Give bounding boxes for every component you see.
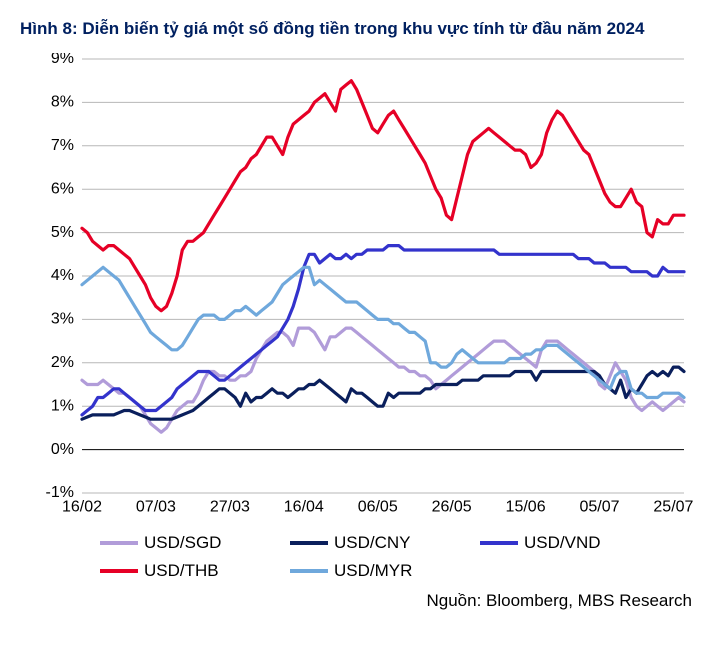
xtick-label: 27/03 [210,498,250,515]
legend-label: USD/THB [144,561,219,581]
xtick-label: 15/06 [506,498,546,515]
chart-title: Hình 8: Diễn biến tỷ giá một số đồng tiề… [20,18,698,41]
ytick-label: 1% [51,397,74,414]
xtick-label: 07/03 [136,498,176,515]
ytick-label: 4% [51,267,74,284]
figure-container: Hình 8: Diễn biến tỷ giá một số đồng tiề… [0,0,718,657]
xtick-label: 06/05 [358,498,398,515]
legend-swatch [100,569,138,573]
legend-swatch [480,541,518,545]
xtick-label: 05/07 [579,498,619,515]
legend-label: USD/MYR [334,561,412,581]
legend-item: USD/CNY [290,533,440,553]
legend-label: USD/VND [524,533,601,553]
xtick-label: 16/04 [284,498,324,515]
source-text: Nguồn: Bloomberg, MBS Research [20,591,698,611]
legend-item: USD/VND [480,533,630,553]
legend-label: USD/SGD [144,533,221,553]
xtick-label: 25/07 [653,498,693,515]
legend-item: USD/MYR [290,561,440,581]
ytick-label: 8% [51,94,74,111]
ytick-label: 9% [51,53,74,67]
line-chart-svg: -1%0%1%2%3%4%5%6%7%8%9%16/0207/0327/0316… [20,53,698,523]
series-usd-sgd [82,328,684,432]
ytick-label: 7% [51,137,74,154]
legend: USD/SGD USD/CNY USD/VND USD/THB USD/MYR [20,523,698,581]
series-usd-vnd [82,246,684,415]
chart-area: -1%0%1%2%3%4%5%6%7%8%9%16/0207/0327/0316… [20,53,698,523]
legend-swatch [100,541,138,545]
legend-swatch [290,569,328,573]
ytick-label: 5% [51,224,74,241]
legend-item: USD/THB [100,561,250,581]
ytick-label: 0% [51,441,74,458]
ytick-label: 6% [51,180,74,197]
legend-item: USD/SGD [100,533,250,553]
xtick-label: 16/02 [62,498,102,515]
ytick-label: 2% [51,354,74,371]
legend-swatch [290,541,328,545]
legend-label: USD/CNY [334,533,411,553]
ytick-label: 3% [51,311,74,328]
xtick-label: 26/05 [432,498,472,515]
